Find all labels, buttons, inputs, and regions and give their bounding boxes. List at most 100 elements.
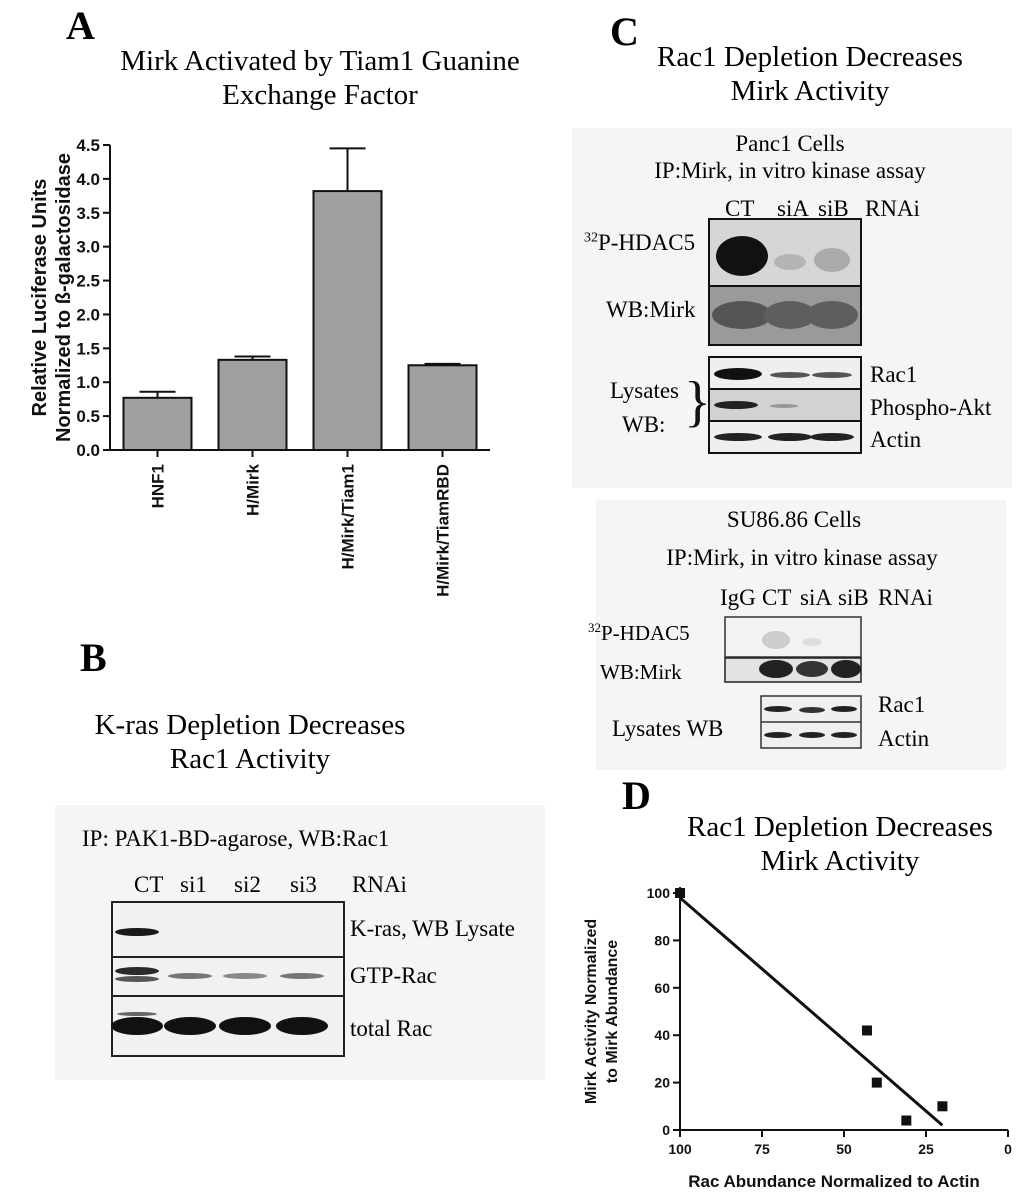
x-tick-label: 0 [1004, 1141, 1012, 1157]
blot-row-label: Actin [878, 726, 930, 751]
x-tick-label: H/Mirk/TiamRBD [434, 464, 453, 597]
blot-row-label: K-ras, WB Lysate [350, 916, 516, 941]
panel-d-title-line1: Rac1 Depletion Decreases [687, 811, 993, 843]
blot-band [280, 973, 324, 979]
data-point [937, 1101, 948, 1112]
panel-d-letter: D [622, 773, 651, 818]
lane-label: si2 [234, 872, 261, 897]
blot-band [115, 976, 159, 982]
blot-band [796, 661, 828, 677]
lane-label: CT [762, 585, 792, 610]
blot-band [716, 236, 768, 276]
y-tick-label: 40 [654, 1027, 670, 1043]
y-tick-label: 4.5 [76, 136, 100, 155]
blot-band [759, 660, 793, 678]
x-tick-label: 75 [754, 1141, 770, 1157]
data-point [871, 1077, 882, 1088]
lane-label: siB [818, 196, 849, 221]
y-tick-label: 3.5 [76, 204, 100, 223]
blot-band [810, 433, 854, 441]
blot-band [812, 372, 852, 378]
panel-c-title-line2: Mirk Activity [730, 75, 890, 107]
rnai-label: RNAi [352, 872, 407, 897]
x-tick-label: H/Mirk [244, 463, 263, 516]
lysate-blot-su86 [760, 695, 862, 749]
blot-band [219, 1017, 271, 1035]
blot-band [770, 404, 798, 408]
blot-band [764, 301, 816, 329]
panel-b-letter: B [80, 635, 107, 680]
blot-band [714, 401, 758, 409]
y-axis-label: Normalized to ß-galactosidase [53, 153, 75, 442]
lane-label: si1 [180, 872, 207, 897]
data-point [861, 1025, 872, 1036]
lane-label: si3 [290, 872, 317, 897]
blot-row-label: Actin [870, 427, 922, 452]
blot-band [768, 433, 812, 441]
panel-d-title: Rac1 Depletion Decreases Mirk Activity [660, 810, 1020, 878]
blot-row-label: Rac1 [878, 692, 926, 717]
blot-row-label: Phospho-Akt [870, 395, 992, 420]
blot-band [831, 732, 857, 738]
panel-c-title-line1: Rac1 Depletion Decreases [657, 41, 963, 73]
blot-band [802, 638, 822, 646]
y-tick-label: 60 [654, 980, 670, 996]
panel-a-letter: A [66, 3, 95, 48]
assay-label: IP:Mirk, in vitro kinase assay [666, 545, 938, 570]
y-tick-label: 0.0 [76, 441, 100, 460]
kinase-blot-su86 [724, 616, 862, 683]
hdac5-label: 32P-HDAC5 [584, 230, 695, 256]
y-tick-label: 100 [647, 885, 671, 901]
y-tick-label: 2.0 [76, 305, 100, 324]
bar [122, 396, 193, 451]
x-tick-label: 50 [836, 1141, 852, 1157]
blot-band [223, 973, 267, 979]
y-axis-label: Mirk Activity Normalized [583, 919, 600, 1104]
blot-band [168, 973, 212, 979]
lane-label: IgG [720, 585, 756, 610]
blot-band [806, 301, 858, 329]
rnai-label: RNAi [878, 585, 933, 610]
bar [312, 190, 383, 451]
y-tick-label: 1.0 [76, 373, 100, 392]
y-axis-label: Relative Luciferase Units [29, 179, 51, 417]
y-tick-label: 1.5 [76, 339, 100, 358]
y-tick-label: 0 [662, 1122, 670, 1138]
x-tick-label: H/Mirk/Tiam1 [339, 464, 358, 570]
bar [407, 364, 478, 451]
blot-band [712, 301, 772, 329]
x-tick-label: HNF1 [149, 464, 168, 508]
y-tick-label: 3.0 [76, 238, 100, 257]
blot-band [276, 1017, 328, 1035]
kinase-blot-panc1 [708, 218, 862, 346]
bar [217, 358, 288, 452]
blot-row-label: total Rac [350, 1016, 433, 1041]
blot-band [799, 707, 825, 713]
lane-label: siA [800, 585, 832, 610]
lane-label: CT [725, 196, 755, 221]
lysates-label: Lysates [610, 378, 679, 403]
panel-a-title: Mirk Activated by Tiam1 Guanine Exchange… [80, 44, 560, 112]
scatter-chart: 0 20 40 60 80 100 100 75 50 25 0 Rac Abundance Norm… [583, 885, 1012, 1191]
hdac5-text: P-HDAC5 [598, 230, 696, 255]
y-tick-label: 20 [654, 1075, 670, 1091]
x-tick-label: 100 [668, 1141, 692, 1157]
hdac5-text: P-HDAC5 [601, 621, 690, 645]
bar-chart: 0.0 0.5 1.0 1.5 2.0 2.5 3.0 3.5 4.0 4.5 Relative L… [29, 136, 490, 597]
panel-c-letter: C [610, 9, 639, 54]
panel-b-title: K-ras Depletion Decreases Rac1 Activity [60, 708, 440, 776]
brace-icon: } [684, 371, 711, 433]
blot-band [714, 433, 762, 441]
blot-band [770, 372, 810, 378]
rnai-label: RNAi [865, 196, 920, 221]
wb-mirk-label: WB:Mirk [600, 660, 682, 684]
cell-line-label: SU86.86 Cells [726, 507, 862, 532]
blot-band [117, 1012, 157, 1016]
y-tick-label: 0.5 [76, 407, 100, 426]
lane-label: CT [134, 872, 164, 897]
blot-band [831, 660, 861, 678]
lane-label: siB [838, 585, 869, 610]
blot-row-label: Rac1 [870, 362, 918, 387]
panel-b-ip-label: IP: PAK1-BD-agarose, WB:Rac1 [82, 826, 390, 851]
blot-band [714, 368, 762, 380]
